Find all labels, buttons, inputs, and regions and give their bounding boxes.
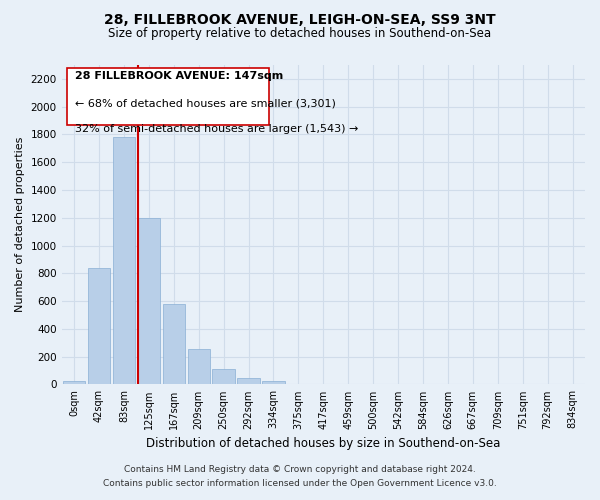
Bar xyxy=(163,304,185,384)
X-axis label: Distribution of detached houses by size in Southend-on-Sea: Distribution of detached houses by size … xyxy=(146,437,500,450)
Bar xyxy=(188,349,210,384)
Text: Size of property relative to detached houses in Southend-on-Sea: Size of property relative to detached ho… xyxy=(109,28,491,40)
Bar xyxy=(238,378,260,384)
Bar xyxy=(262,381,285,384)
Bar xyxy=(137,218,160,384)
Bar xyxy=(88,268,110,384)
Text: 32% of semi-detached houses are larger (1,543) →: 32% of semi-detached houses are larger (… xyxy=(74,124,358,134)
Text: Contains HM Land Registry data © Crown copyright and database right 2024.
Contai: Contains HM Land Registry data © Crown c… xyxy=(103,466,497,487)
Text: 28, FILLEBROOK AVENUE, LEIGH-ON-SEA, SS9 3NT: 28, FILLEBROOK AVENUE, LEIGH-ON-SEA, SS9… xyxy=(104,12,496,26)
Text: ← 68% of detached houses are smaller (3,301): ← 68% of detached houses are smaller (3,… xyxy=(74,98,335,108)
FancyBboxPatch shape xyxy=(67,68,269,124)
Bar xyxy=(63,381,85,384)
Bar xyxy=(113,137,135,384)
Y-axis label: Number of detached properties: Number of detached properties xyxy=(15,137,25,312)
Bar xyxy=(212,369,235,384)
Text: 28 FILLEBROOK AVENUE: 147sqm: 28 FILLEBROOK AVENUE: 147sqm xyxy=(74,71,283,81)
